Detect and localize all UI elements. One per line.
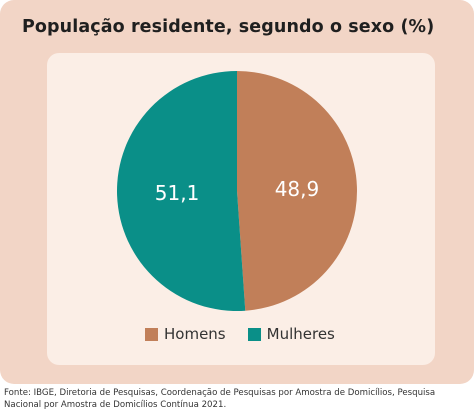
legend: Homens Mulheres	[145, 325, 357, 343]
pie-slice-mulheres	[117, 71, 246, 311]
legend-swatch-homens	[145, 327, 158, 341]
source-note: Fonte: IBGE, Diretoria de Pesquisas, Coo…	[4, 388, 436, 410]
chart-card: População residente, segundo o sexo (%) …	[0, 0, 474, 384]
legend-label-mulheres: Mulheres	[266, 325, 335, 343]
chart-title: População residente, segundo o sexo (%)	[22, 17, 435, 37]
pie-slice-homens	[237, 71, 358, 311]
legend-swatch-mulheres	[247, 327, 261, 341]
slice-label-mulheres: 51,1	[155, 181, 200, 205]
slice-label-homens: 48,9	[275, 177, 320, 201]
pie-chart: 48,9 51,1	[117, 71, 358, 311]
legend-item-homens: Homens	[145, 325, 226, 343]
legend-item-mulheres: Mulheres	[247, 325, 335, 343]
legend-label-homens: Homens	[164, 325, 226, 343]
